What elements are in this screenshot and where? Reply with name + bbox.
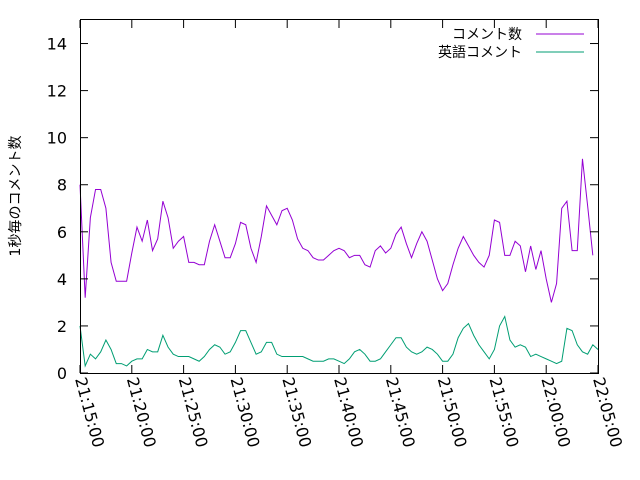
y-tick-label: 8 [57,176,67,195]
y-axis-label: 1秒毎のコメント数 [8,136,24,257]
y-tick-label: 14 [47,35,67,54]
series-layer [79,158,599,368]
y-tick-label: 12 [47,82,67,101]
y-tick-label: 2 [57,317,67,336]
series-line-2 [79,315,599,368]
legend-label: コメント数 [452,27,522,43]
y-tick-label: 4 [57,270,67,289]
y-tick-label: 0 [57,364,67,383]
legend-label: 英語コメント [438,44,522,61]
y-tick-label: 6 [57,223,67,242]
series-line-1 [79,158,594,303]
plot-frame [80,19,599,374]
y-tick-label: 10 [47,129,67,148]
y-axis: 0 2 4 6 8 10 12 14 [47,35,598,383]
